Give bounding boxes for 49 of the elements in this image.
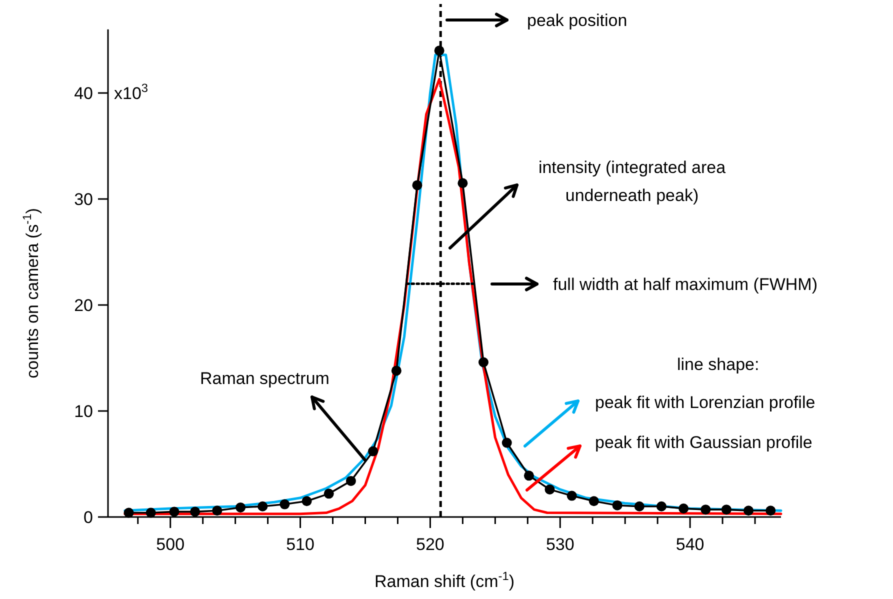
point [368,446,378,456]
x-tick-label: 530 [546,535,574,554]
point [302,496,312,506]
point [634,501,644,512]
point [566,490,577,501]
text: Raman spectrum [200,369,330,388]
point [612,500,622,510]
legend-label: peak fit with Gaussian profile [595,433,812,452]
point [212,506,222,516]
point [258,501,268,512]
legend-label: peak fit with Lorenzian profile [595,393,816,412]
x-tick-label: 540 [676,535,704,554]
x-tick-label: 510 [286,535,314,554]
point [721,504,732,515]
point [434,46,444,56]
point [502,438,512,448]
point [236,502,246,512]
annotation: line shape: [677,355,760,374]
point [124,508,134,518]
y-tick-label: 10 [74,402,93,421]
point [700,504,711,515]
x-tick-label: 500 [156,535,185,554]
point [544,484,555,494]
x-axis-title: Raman shift (cm$^{-1}$) [374,569,514,591]
point [524,470,534,481]
point [169,506,180,517]
point [458,178,468,188]
point [346,476,356,486]
point [324,488,334,499]
point [478,357,488,368]
point [766,506,776,516]
annotation: peak position [527,11,628,30]
y-tick-label: 30 [74,190,93,209]
point [391,366,402,376]
y-tick-label: 20 [74,296,93,315]
annotation: x10$^{3}$ [114,81,148,103]
point [190,506,200,517]
point [656,501,666,512]
point [280,499,290,510]
point [146,508,156,518]
annotation: full width at half maximum (FWHM) [553,275,818,294]
x-tick-label: 520 [416,535,444,554]
y-tick-label: 0 [84,508,93,527]
point [744,506,754,516]
annotation: intensity (integrated area underneath peak) [538,158,726,205]
point [588,496,599,506]
y-tick-label: 40 [74,84,93,103]
point [412,180,422,190]
point [678,504,689,514]
